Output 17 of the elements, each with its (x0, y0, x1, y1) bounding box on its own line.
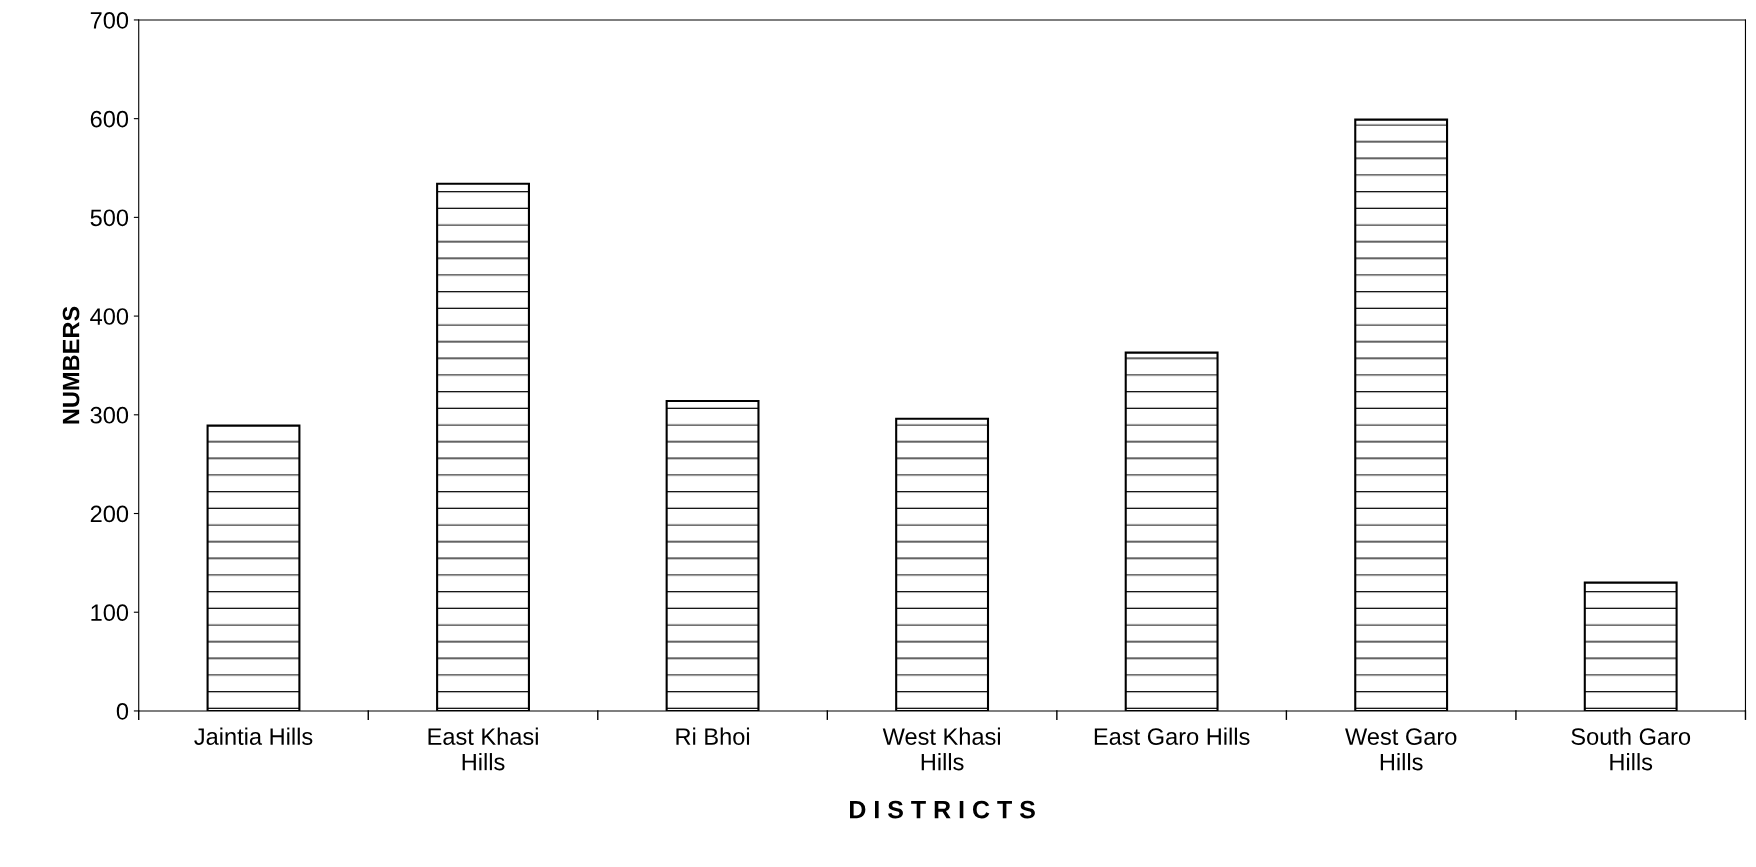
x-tick-label: East Khasi Hills (428, 727, 538, 771)
y-tick-label: 600 (90, 110, 129, 128)
y-axis-title: NUMBERS (62, 306, 80, 424)
y-tick-label: 500 (90, 209, 129, 227)
y-tick-label: 400 (90, 308, 129, 325)
x-tick-label: Jaintia Hills (194, 727, 313, 745)
y-tick-label: 300 (90, 406, 129, 424)
y-tick-label: 0 (116, 703, 129, 720)
x-tick-label: South Garo Hills (1571, 727, 1691, 771)
x-tick-label: East Garo Hills (1094, 727, 1250, 745)
x-axis-title: D I S T R I C T S (850, 800, 1035, 819)
y-tick-label: 200 (90, 505, 129, 523)
y-tick-label: 700 (90, 12, 129, 29)
x-tick-label: West Garo Hills (1345, 728, 1457, 771)
x-tick-label: Ri Bhoi (676, 727, 750, 745)
y-tick-label: 100 (91, 604, 129, 622)
x-tick-label: West Khasi Hills (882, 727, 1000, 771)
